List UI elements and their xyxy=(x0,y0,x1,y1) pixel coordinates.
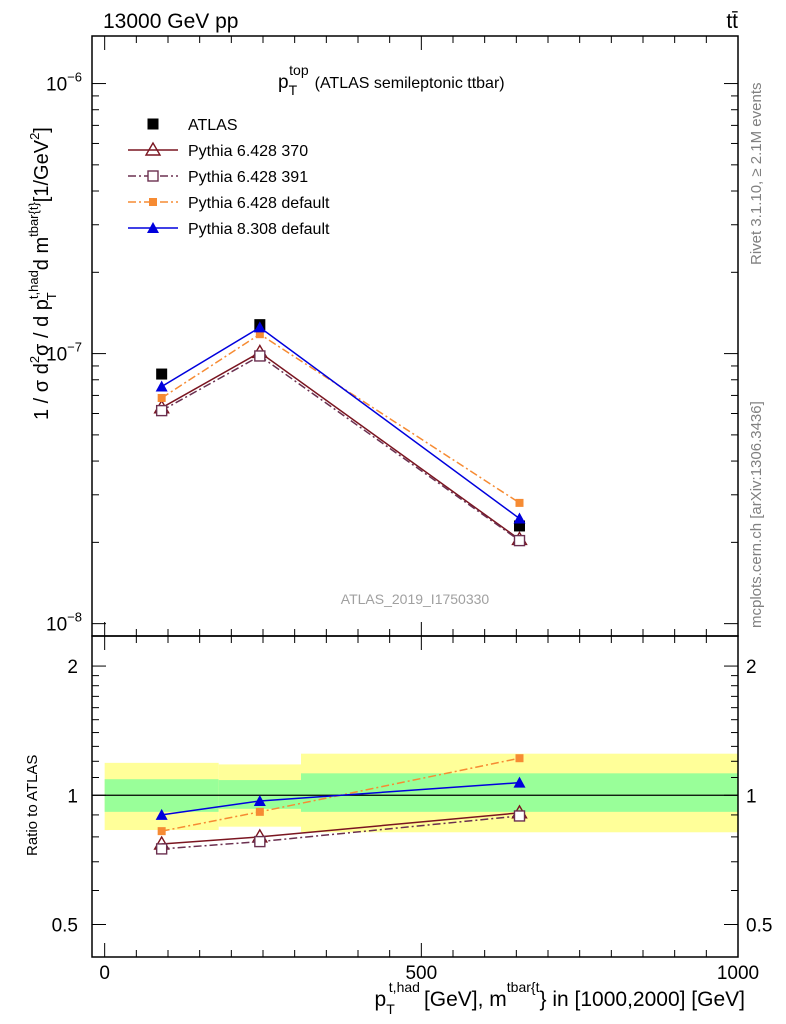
data-point-pythia-8-308-default-0 xyxy=(155,380,168,392)
legend-label-pythia-6-428-370: Pythia 6.428 370 xyxy=(188,143,308,160)
legend-marker-pythia-6-428-default xyxy=(149,198,157,206)
title-p: p xyxy=(278,72,289,93)
ratio-point-pythia-6-428-default-2 xyxy=(515,754,524,763)
legend-marker-pythia-6-428-370 xyxy=(144,141,162,156)
header-left-label: 13000 GeV pp xyxy=(103,10,238,33)
ratio-point-pythia-8-308-default-2 xyxy=(513,776,526,788)
ratio-y-tick-label-left-1: 1 xyxy=(67,786,78,807)
ratio-point-pythia-6-428-391-0 xyxy=(155,843,168,855)
data-point-pythia-6-428-391-1 xyxy=(254,350,266,362)
series-line-pythia-6-428-default xyxy=(161,333,520,504)
tick-exponent: −7 xyxy=(67,340,82,355)
ratio-y-tick-label-left-2: 2 xyxy=(67,657,78,678)
header-right-label: tt̄ xyxy=(726,10,738,33)
xlabel-p: p xyxy=(375,988,387,1011)
tick-base: 10 xyxy=(46,75,67,96)
ylabel-a: 1 / σ d xyxy=(31,363,53,420)
mcplots-label: mcplots.cern.ch [arXiv:1306.3436] xyxy=(748,401,765,628)
tick-exponent: −8 xyxy=(67,610,82,625)
xlabel-mid: [GeV], m xyxy=(424,988,507,1011)
title-sub: T xyxy=(289,82,298,98)
main-panel-data xyxy=(153,319,528,547)
series-line-pythia-8-308-default xyxy=(161,326,520,520)
data-point-pythia-8-308-default-2 xyxy=(513,512,526,524)
data-point-pythia-6-428-default-1 xyxy=(255,330,264,339)
xlabel-end: } in [1000,2000] [GeV] xyxy=(540,988,746,1011)
ratio-point-pythia-6-428-391-1 xyxy=(254,835,266,848)
ratio-y-tick-label-right-0: 0.5 xyxy=(746,915,772,936)
x-tick-label-1: 500 xyxy=(405,963,437,984)
legend-label-pythia-8-308-default: Pythia 8.308 default xyxy=(188,221,330,238)
series-line-pythia-6-428-370 xyxy=(161,351,520,541)
ylabel-b-sub: T xyxy=(44,292,59,300)
legend-label-atlas: ATLAS xyxy=(188,117,238,134)
main-y-tick-label-0: 10−8 xyxy=(46,610,82,636)
title-sup: top xyxy=(289,62,309,78)
tick-base: 10 xyxy=(46,615,67,636)
xlabel-sup2: tbar{t xyxy=(507,979,540,995)
ylabel-c-sup: tbar{t} xyxy=(26,202,41,237)
data-point-atlas-0 xyxy=(156,368,168,380)
ratio-point-pythia-6-428-391-2 xyxy=(513,810,526,822)
data-point-pythia-6-428-default-2 xyxy=(515,498,524,507)
ratio-panel-data xyxy=(92,754,738,855)
data-point-pythia-6-428-391-0 xyxy=(155,404,168,417)
main-y-tick-label-2: 10−6 xyxy=(46,70,82,96)
ratio-point-pythia-6-428-default-0 xyxy=(157,827,166,836)
xlabel-sub: T xyxy=(386,1001,395,1017)
main-y-tick-label-1: 10−7 xyxy=(46,340,82,366)
axes: 10−810−710−60.5 0.51 12 20 500 1000 xyxy=(46,35,772,984)
ratio-point-pythia-8-308-default-0 xyxy=(155,808,168,820)
tick-base: 10 xyxy=(46,345,67,366)
ratio-panel-frame xyxy=(91,635,739,958)
rivet-label: Rivet 3.1.10, ≥ 2.1M events xyxy=(748,83,765,266)
ylabel-b: σ / d p xyxy=(31,299,53,356)
ylabel-e: ] xyxy=(31,127,53,133)
legend-marker-atlas xyxy=(147,118,159,130)
main-y-axis-label: 1 / σ d2σ / d pt,had Td mtbar{t}[1/GeV2] xyxy=(26,127,59,420)
data-point-pythia-6-428-default-0 xyxy=(157,393,166,402)
ylabel-d-sup: 2 xyxy=(27,133,42,140)
data-point-pythia-6-428-391-2 xyxy=(513,534,526,547)
analysis-watermark: ATLAS_2019_I1750330 xyxy=(341,591,490,607)
ylabel-d: [1/GeV xyxy=(31,139,53,202)
ylabel-c: d m xyxy=(31,237,53,270)
legend: ATLAS Pythia 6.428 370 Pythia 6.428 391 Pyt… xyxy=(128,117,330,238)
ratio-y-tick-label-right-2: 2 xyxy=(746,657,757,678)
ratio-y-tick-label-right-1: 1 xyxy=(746,786,757,807)
x-tick-label-0: 0 xyxy=(99,963,110,984)
x-tick-label-2: 1000 xyxy=(717,963,759,984)
data-point-pythia-8-308-default-1 xyxy=(253,321,266,333)
ylabel-b-sup: t,had xyxy=(26,270,41,299)
x-axis-label: pTt,had[GeV], mtbar{t} in [1000,2000] [G… xyxy=(375,979,745,1017)
ratio-y-tick-label-left-0: 0.5 xyxy=(52,915,78,936)
ratio-uncertainty-bands xyxy=(104,753,738,833)
legend-label-pythia-6-428-391: Pythia 6.428 391 xyxy=(188,169,308,186)
main-title: pTtop (ATLAS semileptonic ttbar) xyxy=(278,62,505,98)
xlabel-sup: t,had xyxy=(389,979,420,995)
legend-marker-pythia-8-308-default xyxy=(147,222,159,233)
ratio-y-axis-label: Ratio to ATLAS xyxy=(24,755,41,856)
ylabel-a-sup: 2 xyxy=(27,356,42,363)
ratio-point-pythia-8-308-default-1 xyxy=(253,794,266,806)
legend-marker-pythia-6-428-391 xyxy=(147,170,159,182)
data-point-atlas-2 xyxy=(514,520,525,532)
legend-label-pythia-6-428-default: Pythia 6.428 default xyxy=(188,195,330,212)
ratio-point-pythia-6-428-default-1 xyxy=(255,807,264,816)
tick-exponent: −6 xyxy=(67,70,82,85)
series-line-pythia-6-428-391 xyxy=(161,355,520,542)
title-rest: (ATLAS semileptonic ttbar) xyxy=(315,75,505,92)
